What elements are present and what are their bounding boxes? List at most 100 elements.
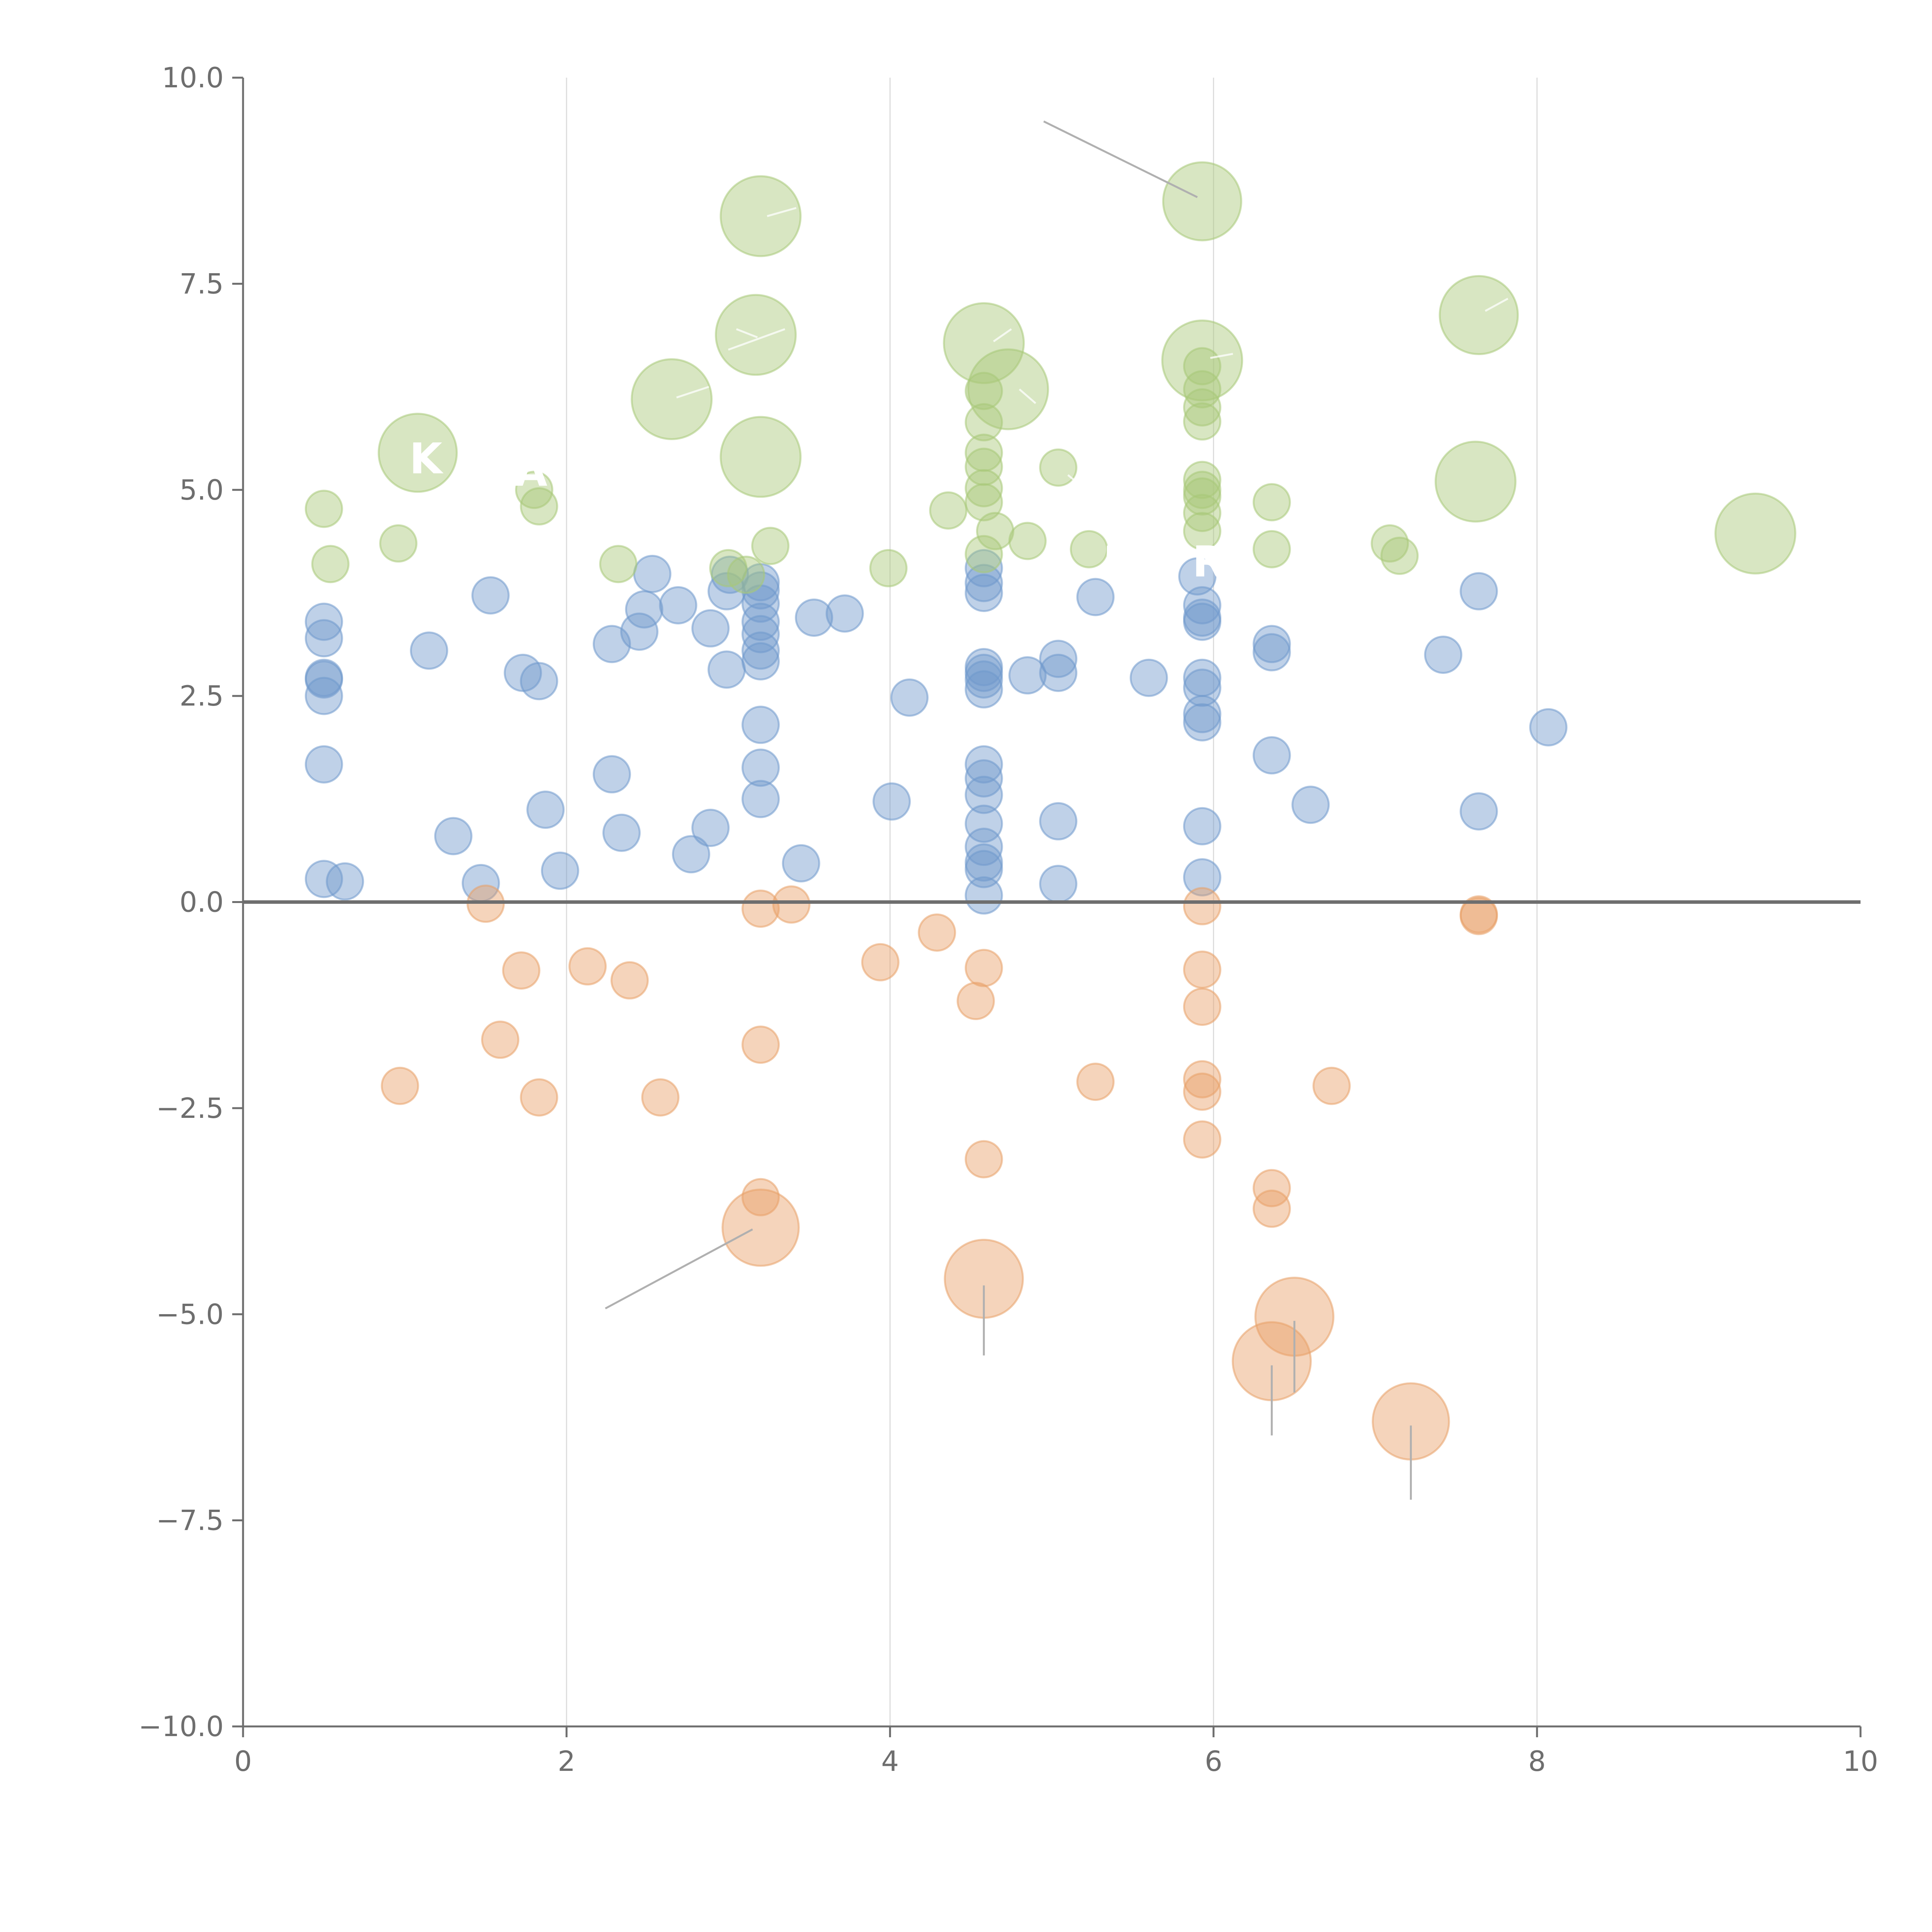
x-tick-label: 6 xyxy=(1205,1745,1223,1777)
bubble-positive-53 xyxy=(964,776,1003,814)
bubble-positive-19 xyxy=(620,612,659,651)
bubble-positive-49 xyxy=(964,660,1003,699)
bubble-positive-18 xyxy=(602,813,641,852)
leader-line-1 xyxy=(605,1228,753,1310)
bubble-positive-11 xyxy=(471,576,510,615)
y-tick-label: 10.0 xyxy=(162,61,224,94)
bubble-negative-23 xyxy=(1183,1060,1221,1099)
leader-line-11 xyxy=(1019,388,1036,404)
bubble-negative-10 xyxy=(742,1026,780,1064)
bubble-top-40 xyxy=(1252,483,1291,522)
bubble-positive-58 xyxy=(964,876,1003,915)
bubble-positive-35 xyxy=(742,642,780,681)
leader-line-9 xyxy=(676,386,709,399)
y-tick-label: −2.5 xyxy=(156,1092,224,1124)
bubble-positive-82 xyxy=(1459,792,1498,831)
bubble-negative-14 xyxy=(918,913,956,952)
bubble-positive-24 xyxy=(691,609,730,648)
x-tick-label: 0 xyxy=(234,1745,252,1777)
bubble-positive-65 xyxy=(1129,658,1168,697)
bubble-negative-7 xyxy=(641,1078,680,1117)
bubble-positive-77 xyxy=(1252,633,1291,672)
bubble-positive-66 xyxy=(1178,557,1217,596)
bubble-negative-20 xyxy=(1183,887,1221,925)
bubble-positive-59 xyxy=(1008,656,1047,695)
bubble-negative-15 xyxy=(956,982,995,1020)
bubble-positive-50 xyxy=(964,670,1003,709)
bubble-top-30 xyxy=(1161,319,1243,401)
bubble-top-3 xyxy=(378,413,458,493)
bubble-positive-14 xyxy=(526,791,565,829)
y-tick-label: −10.0 xyxy=(138,1710,224,1743)
y-tick-label: 0.0 xyxy=(179,886,224,918)
bubble-top-14 xyxy=(869,549,908,587)
bubble-positive-36 xyxy=(742,706,780,744)
bubble-negative-12 xyxy=(721,1189,800,1267)
bubble-negative-9 xyxy=(772,885,811,924)
leader-line-12 xyxy=(1210,353,1233,359)
bubble-top-0 xyxy=(304,490,343,528)
label-layer: K A L R xyxy=(409,434,1225,587)
bubble-positive-73 xyxy=(1183,703,1221,742)
bubble-negative-25 xyxy=(1183,1120,1221,1159)
bubble-positive-63 xyxy=(1039,865,1078,903)
bubble-positive-76 xyxy=(1252,625,1291,663)
bubble-positive-57 xyxy=(964,850,1003,888)
bubble-negative-13 xyxy=(861,943,900,981)
bubble-positive-22 xyxy=(659,586,697,624)
bubble-top-28 xyxy=(1070,530,1108,568)
bubble-positive-78 xyxy=(1252,736,1291,775)
bubble-positive-54 xyxy=(964,804,1003,843)
bubble-top-4 xyxy=(515,471,553,509)
bubble-positive-16 xyxy=(592,755,631,794)
x-tick-label: 4 xyxy=(881,1745,899,1777)
bubble-negative-16 xyxy=(964,949,1003,987)
bubble-negative-21 xyxy=(1183,950,1221,989)
leader-line-8 xyxy=(728,328,786,351)
bubble-positive-62 xyxy=(1039,802,1078,840)
bubble-positive-20 xyxy=(625,590,663,629)
bubble-top-26 xyxy=(1008,522,1047,560)
bubble-top-29 xyxy=(1162,161,1242,242)
bubble-top-18 xyxy=(964,372,1003,410)
bubble-top-5 xyxy=(520,487,558,526)
bubble-top-13 xyxy=(751,527,790,565)
leader-line-14 xyxy=(1067,474,1082,487)
bubble-negative-3 xyxy=(502,951,541,990)
y-tick-label: −5.0 xyxy=(156,1298,224,1330)
leader-line-6 xyxy=(767,207,797,217)
bubble-top-37 xyxy=(1183,477,1221,516)
bubble-negative-22 xyxy=(1183,987,1221,1026)
bubble-annotation-1: A xyxy=(515,446,548,496)
bubble-negative-24 xyxy=(1183,1072,1221,1111)
bubble-positive-45 xyxy=(964,564,1003,602)
bubble-negative-8 xyxy=(742,889,780,928)
bubble-positive-52 xyxy=(964,759,1003,798)
bubble-positive-25 xyxy=(691,808,730,847)
bubble-positive-46 xyxy=(964,573,1003,612)
leader-layer xyxy=(243,120,1861,1500)
bubble-positive-60 xyxy=(1039,639,1078,678)
bubble-positive-13 xyxy=(520,662,558,701)
bubble-negative-6 xyxy=(610,961,649,1000)
x-tick-label: 10 xyxy=(1843,1745,1878,1777)
bubble-positive-43 xyxy=(890,678,929,717)
bubble-positive-39 xyxy=(782,844,820,883)
bubble-negative-0 xyxy=(381,1066,419,1105)
bubble-positive-51 xyxy=(964,745,1003,784)
bubble-top-27 xyxy=(1039,448,1078,487)
bubble-annotation-3: R xyxy=(1192,537,1225,587)
bubble-negative-4 xyxy=(520,1078,558,1117)
bubble-positive-26 xyxy=(707,650,746,689)
bubble-positive-42 xyxy=(872,782,911,821)
bubble-positive-0 xyxy=(304,602,343,641)
bubble-positive-40 xyxy=(795,598,833,637)
bubble-positive-1 xyxy=(304,619,343,658)
bubble-top-43 xyxy=(1380,536,1419,575)
bubble-layer xyxy=(304,161,1796,1461)
bubble-negative-17 xyxy=(964,1140,1003,1179)
bubble-positive-69 xyxy=(1183,602,1221,641)
bubble-top-39 xyxy=(1183,512,1221,550)
y-tick-label: 5.0 xyxy=(179,474,224,506)
bubble-positive-8 xyxy=(410,631,448,670)
